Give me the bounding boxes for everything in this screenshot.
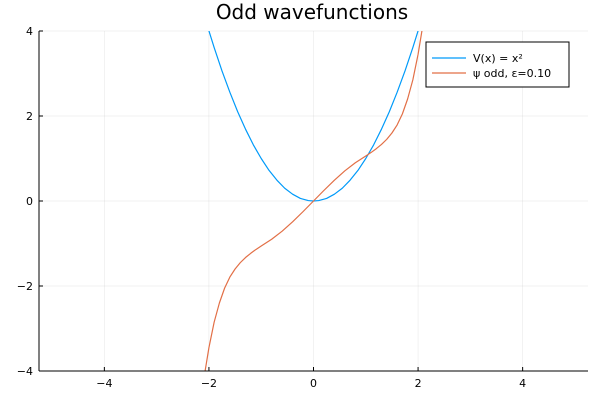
y-ticks: −4 −2 0 2 4 [17,25,43,378]
y-tick-label: −2 [17,280,33,293]
x-tick-label: −4 [96,377,112,390]
x-ticks: −4 −2 0 2 4 [96,367,526,390]
x-tick-label: 4 [519,377,526,390]
y-tick-label: 4 [26,25,33,38]
y-tick-label: −4 [17,365,33,378]
wavefunction-curve [204,31,423,371]
chart-title: Odd wavefunctions [216,0,408,24]
x-tick-label: 0 [310,377,317,390]
legend-label-wavefunction: ψ odd, ε=0.10 [473,67,551,80]
x-tick-label: −2 [201,377,217,390]
y-tick-label: 0 [26,195,33,208]
x-tick-label: 2 [415,377,422,390]
legend: V(x) = x² ψ odd, ε=0.10 [425,41,570,88]
series-layer [204,31,423,371]
y-tick-label: 2 [26,110,33,123]
legend-box [425,41,570,88]
legend-label-potential: V(x) = x² [473,52,523,65]
